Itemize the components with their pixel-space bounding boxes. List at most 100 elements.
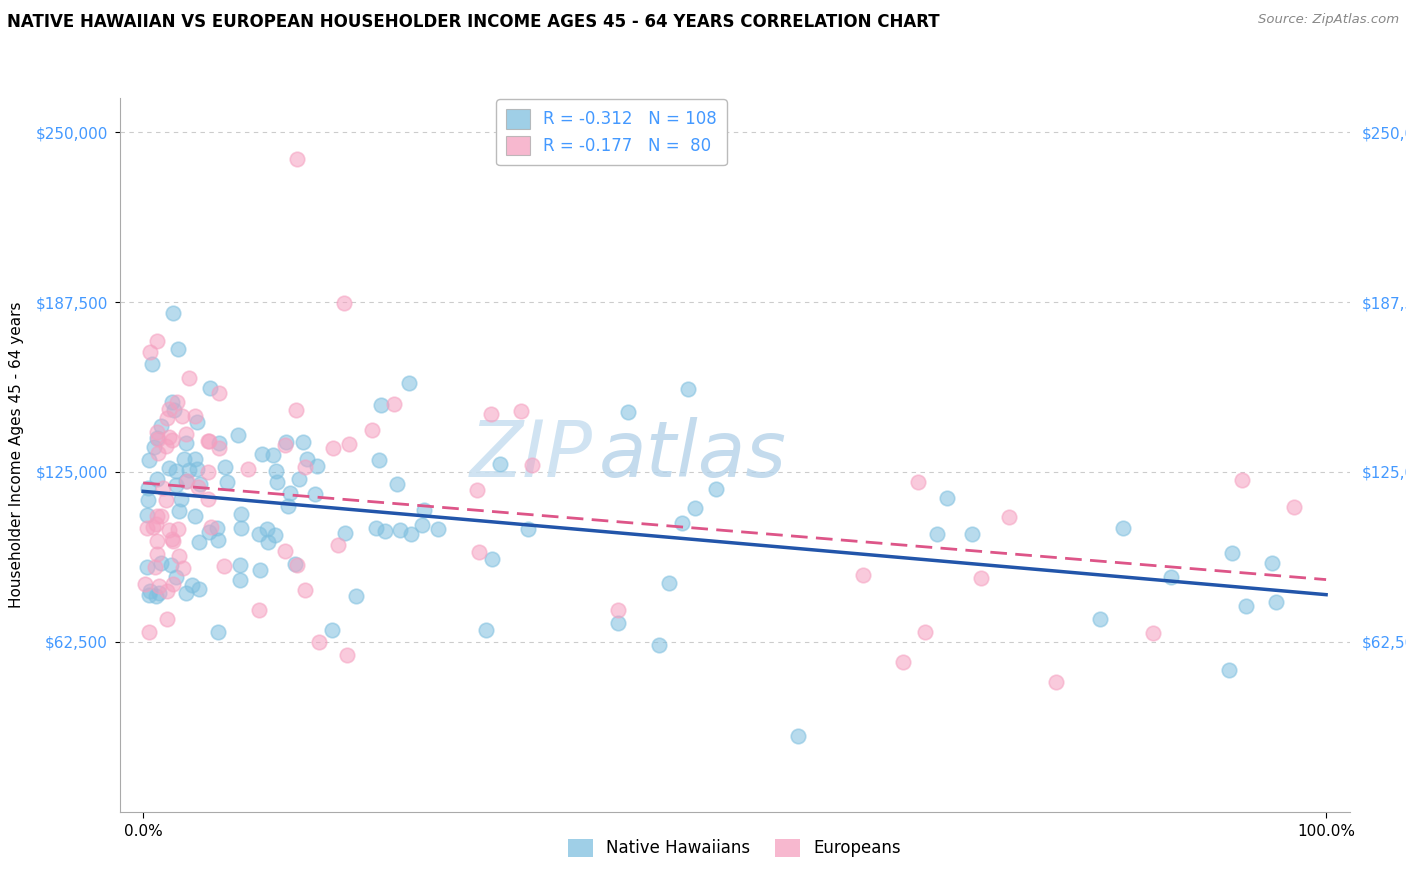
Point [229,574,252,588]
Point [197,434,219,448]
Point [176,475,198,489]
Point [148,579,170,593]
Point [156,612,179,626]
Point [187,582,209,597]
Point [187,480,209,494]
Point [145,589,167,603]
Point [481,551,503,566]
Point [247,526,270,541]
Point [143,560,166,574]
Point [333,296,356,310]
Point [141,357,163,371]
Point [1234,599,1257,613]
Point [786,729,808,743]
Point [180,577,202,591]
Point [278,486,301,500]
Point [208,385,231,400]
Point [155,493,177,508]
Point [169,549,191,563]
Point [852,567,875,582]
Text: NATIVE HAWAIIAN VS EUROPEAN HOUSEHOLDER INCOME AGES 45 - 64 YEARS CORRELATION CH: NATIVE HAWAIIAN VS EUROPEAN HOUSEHOLDER … [7,13,939,31]
Point [157,461,180,475]
Point [146,425,169,440]
Text: Source: ZipAtlas.com: Source: ZipAtlas.com [1258,13,1399,27]
Point [364,521,387,535]
Point [157,523,180,537]
Point [1045,675,1067,690]
Point [385,477,408,491]
Point [188,476,211,491]
Point [197,434,219,449]
Point [160,394,183,409]
Point [284,557,307,571]
Point [1260,556,1282,570]
Point [997,509,1019,524]
Point [163,403,186,417]
Point [658,576,681,591]
Point [135,508,157,522]
Point [167,522,190,536]
Point [247,602,270,616]
Point [138,584,160,599]
Point [149,556,172,570]
Point [146,431,169,445]
Point [174,427,197,442]
Point [146,509,169,524]
Point [489,457,512,471]
Point [197,491,219,506]
Point [214,459,236,474]
Point [1220,545,1243,559]
Point [475,623,498,637]
Point [337,437,360,451]
Point [322,441,344,455]
Point [295,452,318,467]
Point [156,584,179,599]
Point [648,638,671,652]
Point [217,475,239,490]
Point [256,522,278,536]
Point [1264,595,1286,609]
Point [936,491,959,506]
Point [172,409,194,424]
Point [250,446,273,460]
Point [198,381,221,395]
Point [162,434,184,448]
Point [294,583,316,598]
Point [212,558,235,573]
Point [328,538,350,552]
Point [166,395,188,409]
Point [138,625,160,640]
Point [1142,626,1164,640]
Point [208,441,231,455]
Point [145,516,167,531]
Point [321,623,343,637]
Point [617,404,640,418]
Point [412,502,434,516]
Point [398,376,420,391]
Point [969,572,991,586]
Point [184,409,207,423]
Point [287,472,309,486]
Point [479,407,502,421]
Point [1160,570,1182,584]
Point [172,560,194,574]
Point [146,472,169,486]
Point [927,526,949,541]
Point [374,524,396,538]
Point [173,452,195,467]
Point [186,461,208,475]
Point [274,544,297,558]
Point [467,545,489,559]
Point [370,398,392,412]
Point [184,509,207,524]
Point [136,481,159,495]
Point [360,423,382,437]
Point [335,648,357,662]
Point [411,518,433,533]
Point [208,435,231,450]
Y-axis label: Householder Income Ages 45 - 64 years: Householder Income Ages 45 - 64 years [10,301,24,608]
Point [157,430,180,444]
Point [157,401,180,416]
Point [139,344,162,359]
Point [177,371,200,385]
